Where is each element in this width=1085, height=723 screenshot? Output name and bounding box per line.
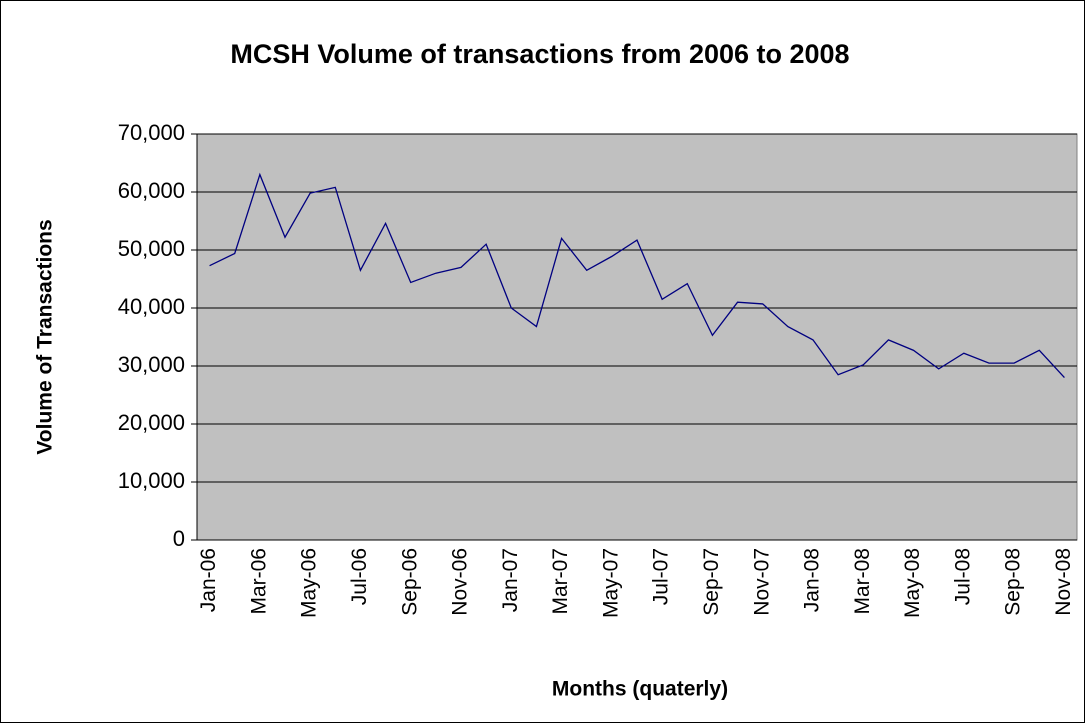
y-tick-label: 60,000 [118,178,185,203]
x-axis-label: Months (quaterly) [552,678,728,701]
y-axis-label: Volume of Transactions [34,219,57,454]
x-tick-label: Nov-06 [449,548,472,616]
x-tick-label: May-07 [599,548,622,618]
y-tick-label: 0 [173,526,185,551]
x-tick-label: May-08 [901,548,924,618]
x-tick-label: Mar-08 [851,548,874,615]
x-tick-label: Sep-06 [398,548,421,616]
x-tick-label: Mar-06 [247,548,270,615]
x-tick-label: Nov-07 [750,548,773,616]
x-tick-label: Jan-07 [499,548,522,612]
y-tick-label: 50,000 [118,236,185,261]
x-tick-label: Sep-08 [1002,548,1025,616]
chart-title: MCSH Volume of transactions from 2006 to… [230,39,849,69]
y-tick-label: 40,000 [118,294,185,319]
x-tick-label: Nov-08 [1052,548,1075,616]
y-tick-label: 70,000 [118,120,185,145]
x-tick-label: Sep-07 [700,548,723,616]
x-tick-label: May-06 [298,548,321,618]
x-tick-label: Jul-08 [951,548,974,605]
data-line [209,172,1065,379]
x-tick-label: Mar-07 [549,548,572,615]
y-tick-label: 20,000 [118,410,185,435]
x-tick-label: Jul-06 [348,548,371,605]
y-tick-label: 10,000 [118,468,185,493]
plot-area [196,133,1078,541]
y-tick-label: 30,000 [118,352,185,377]
x-tick-label: Jul-07 [650,548,673,605]
x-tick-label: Jan-06 [197,548,220,612]
x-tick-label: Jan-08 [801,548,824,612]
